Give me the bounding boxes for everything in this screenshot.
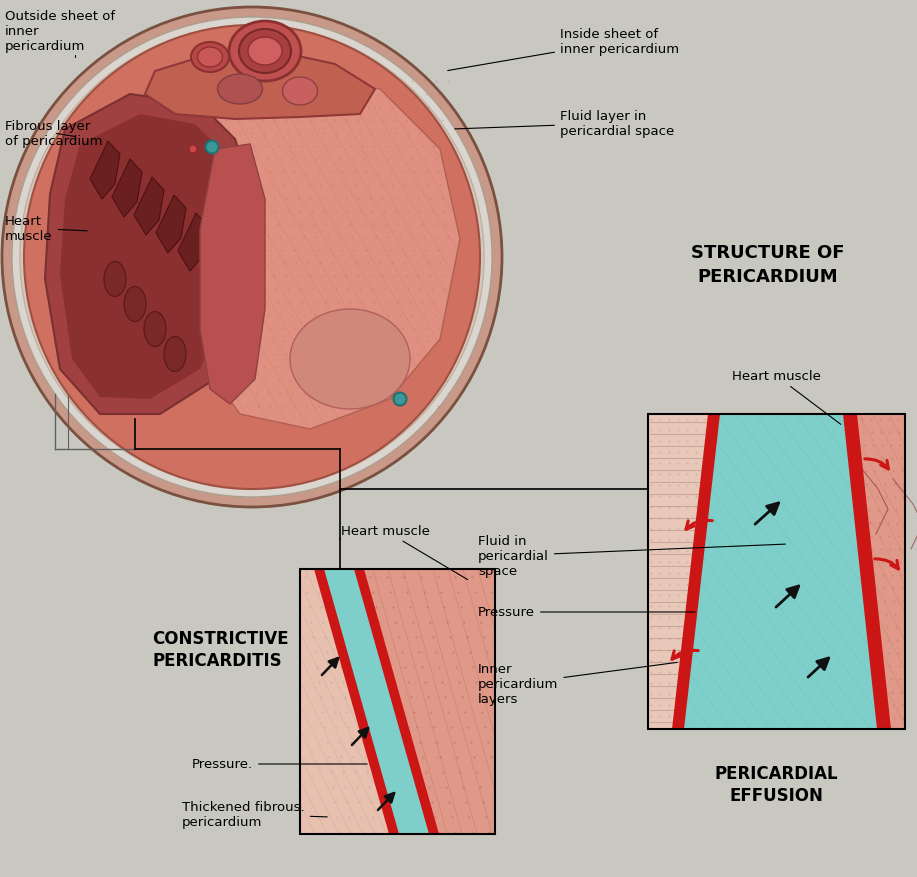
Polygon shape bbox=[60, 115, 240, 400]
Text: PERICARDIAL
EFFUSION: PERICARDIAL EFFUSION bbox=[714, 764, 838, 804]
Ellipse shape bbox=[20, 26, 484, 489]
Polygon shape bbox=[112, 160, 142, 217]
Polygon shape bbox=[134, 178, 164, 236]
Bar bbox=[300, 569, 495, 834]
Polygon shape bbox=[648, 415, 718, 729]
Ellipse shape bbox=[290, 310, 410, 410]
Ellipse shape bbox=[2, 8, 502, 508]
Polygon shape bbox=[672, 415, 720, 729]
Text: Fluid layer in
pericardial space: Fluid layer in pericardial space bbox=[455, 110, 674, 138]
Bar bbox=[648, 415, 905, 729]
Text: Thickened fibrous.
pericardium: Thickened fibrous. pericardium bbox=[182, 800, 327, 828]
Text: Heart
muscle: Heart muscle bbox=[5, 215, 87, 243]
Text: Inner
pericardium
layers: Inner pericardium layers bbox=[478, 662, 678, 705]
Polygon shape bbox=[322, 569, 430, 834]
Text: CONSTRICTIVE
PERICARDITIS: CONSTRICTIVE PERICARDITIS bbox=[152, 630, 289, 669]
Ellipse shape bbox=[104, 262, 126, 297]
Polygon shape bbox=[314, 569, 399, 834]
Ellipse shape bbox=[197, 48, 223, 68]
Text: Pressure.: Pressure. bbox=[192, 758, 367, 771]
Ellipse shape bbox=[24, 26, 480, 489]
Text: Inside sheet of
inner pericardium: Inside sheet of inner pericardium bbox=[447, 28, 679, 71]
Text: STRUCTURE OF
PERICARDIUM: STRUCTURE OF PERICARDIUM bbox=[691, 244, 845, 286]
Polygon shape bbox=[843, 415, 891, 729]
Polygon shape bbox=[200, 145, 265, 404]
Polygon shape bbox=[195, 75, 460, 430]
Ellipse shape bbox=[189, 146, 197, 153]
Ellipse shape bbox=[393, 393, 406, 406]
Polygon shape bbox=[156, 196, 186, 253]
Ellipse shape bbox=[239, 30, 291, 74]
Ellipse shape bbox=[248, 38, 282, 66]
Polygon shape bbox=[178, 214, 208, 272]
Text: Fluid in
pericardial
space: Fluid in pericardial space bbox=[478, 534, 785, 577]
Text: Outside sheet of
inner
pericardium: Outside sheet of inner pericardium bbox=[5, 10, 116, 58]
Text: Heart muscle: Heart muscle bbox=[340, 524, 468, 580]
Ellipse shape bbox=[144, 312, 166, 347]
Ellipse shape bbox=[217, 75, 262, 105]
Ellipse shape bbox=[12, 18, 492, 497]
Ellipse shape bbox=[229, 22, 301, 82]
Text: Heart muscle: Heart muscle bbox=[732, 369, 841, 424]
Polygon shape bbox=[90, 142, 120, 200]
Polygon shape bbox=[145, 52, 375, 120]
Text: Pressure: Pressure bbox=[478, 606, 695, 619]
Bar bbox=[300, 569, 495, 834]
Polygon shape bbox=[354, 569, 439, 834]
Ellipse shape bbox=[282, 78, 317, 106]
Polygon shape bbox=[200, 232, 230, 289]
Ellipse shape bbox=[191, 43, 229, 73]
Ellipse shape bbox=[164, 337, 186, 372]
Text: Fibrous layer
of pericardium: Fibrous layer of pericardium bbox=[5, 120, 103, 148]
Ellipse shape bbox=[205, 141, 218, 154]
Bar bbox=[648, 415, 905, 729]
Polygon shape bbox=[358, 569, 495, 834]
Polygon shape bbox=[45, 95, 255, 415]
Ellipse shape bbox=[124, 287, 146, 322]
Polygon shape bbox=[680, 415, 885, 729]
